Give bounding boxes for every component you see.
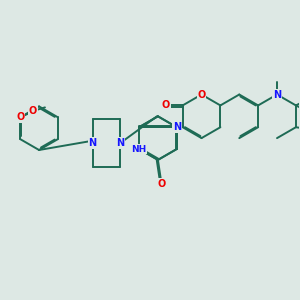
Text: NH: NH (131, 145, 147, 154)
Text: O: O (158, 179, 166, 189)
Text: O: O (197, 89, 206, 100)
Text: N: N (88, 138, 97, 148)
Text: O: O (162, 100, 170, 110)
Text: O: O (29, 106, 37, 116)
Text: N: N (116, 138, 124, 148)
Text: O: O (197, 89, 206, 100)
Text: N: N (273, 89, 281, 100)
Text: O: O (16, 112, 24, 122)
Text: O: O (158, 179, 166, 189)
Text: O: O (29, 106, 37, 116)
Text: N: N (116, 138, 124, 148)
Text: O: O (162, 100, 170, 110)
Text: NH: NH (131, 145, 147, 154)
Text: N: N (273, 89, 281, 100)
Text: N: N (88, 138, 97, 148)
Text: N: N (173, 122, 181, 132)
Text: N: N (173, 122, 181, 132)
